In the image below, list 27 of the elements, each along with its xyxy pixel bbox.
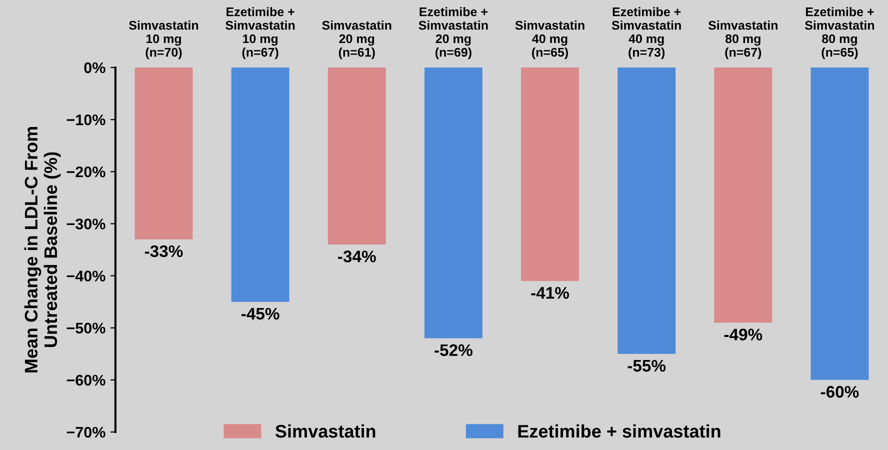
legend-label: Ezetimibe + simvastatin bbox=[518, 424, 720, 438]
data-label: -41% bbox=[531, 287, 570, 299]
x-tick-label: Ezetimibe + Simvastatin 80 mg (n=65) bbox=[804, 7, 874, 60]
data-label: -34% bbox=[338, 250, 376, 262]
y-axis-title: Mean Change in LDL-C From Untreated Baseline (%) bbox=[24, 126, 61, 372]
y-tick-label: 0% bbox=[84, 62, 106, 74]
data-label: -45% bbox=[241, 308, 280, 320]
x-tick-label: Ezetimibe + Simvastatin 10 mg (n=67) bbox=[226, 7, 295, 60]
y-tick-label: −20% bbox=[66, 166, 106, 178]
y-tick-label: −50% bbox=[66, 322, 106, 334]
data-label: -52% bbox=[434, 344, 472, 356]
data-label: -49% bbox=[724, 328, 762, 340]
data-label: -60% bbox=[820, 386, 859, 398]
x-tick-label: Simvastatin 10 mg (n=70) bbox=[129, 20, 198, 60]
x-tick-label: Ezetimibe + Simvastatin 40 mg (n=73) bbox=[612, 7, 681, 60]
x-tick-label: Simvastatin 80 mg (n=67) bbox=[708, 20, 778, 60]
legend-label: Simvastatin bbox=[275, 424, 376, 438]
x-tick-label: Ezetimibe + Simvastatin 20 mg (n=69) bbox=[418, 7, 488, 60]
x-tick-label: Simvastatin 20 mg (n=61) bbox=[322, 20, 392, 60]
y-tick-label: −70% bbox=[66, 426, 106, 438]
y-tick-label: −30% bbox=[66, 218, 106, 230]
y-tick-label: −40% bbox=[66, 270, 106, 282]
y-tick-label: −10% bbox=[66, 114, 106, 126]
data-label: -33% bbox=[144, 245, 183, 258]
data-label: -55% bbox=[628, 360, 666, 372]
x-tick-label: Simvastatin 40 mg (n=65) bbox=[515, 20, 584, 60]
y-tick-label: −60% bbox=[66, 374, 106, 386]
